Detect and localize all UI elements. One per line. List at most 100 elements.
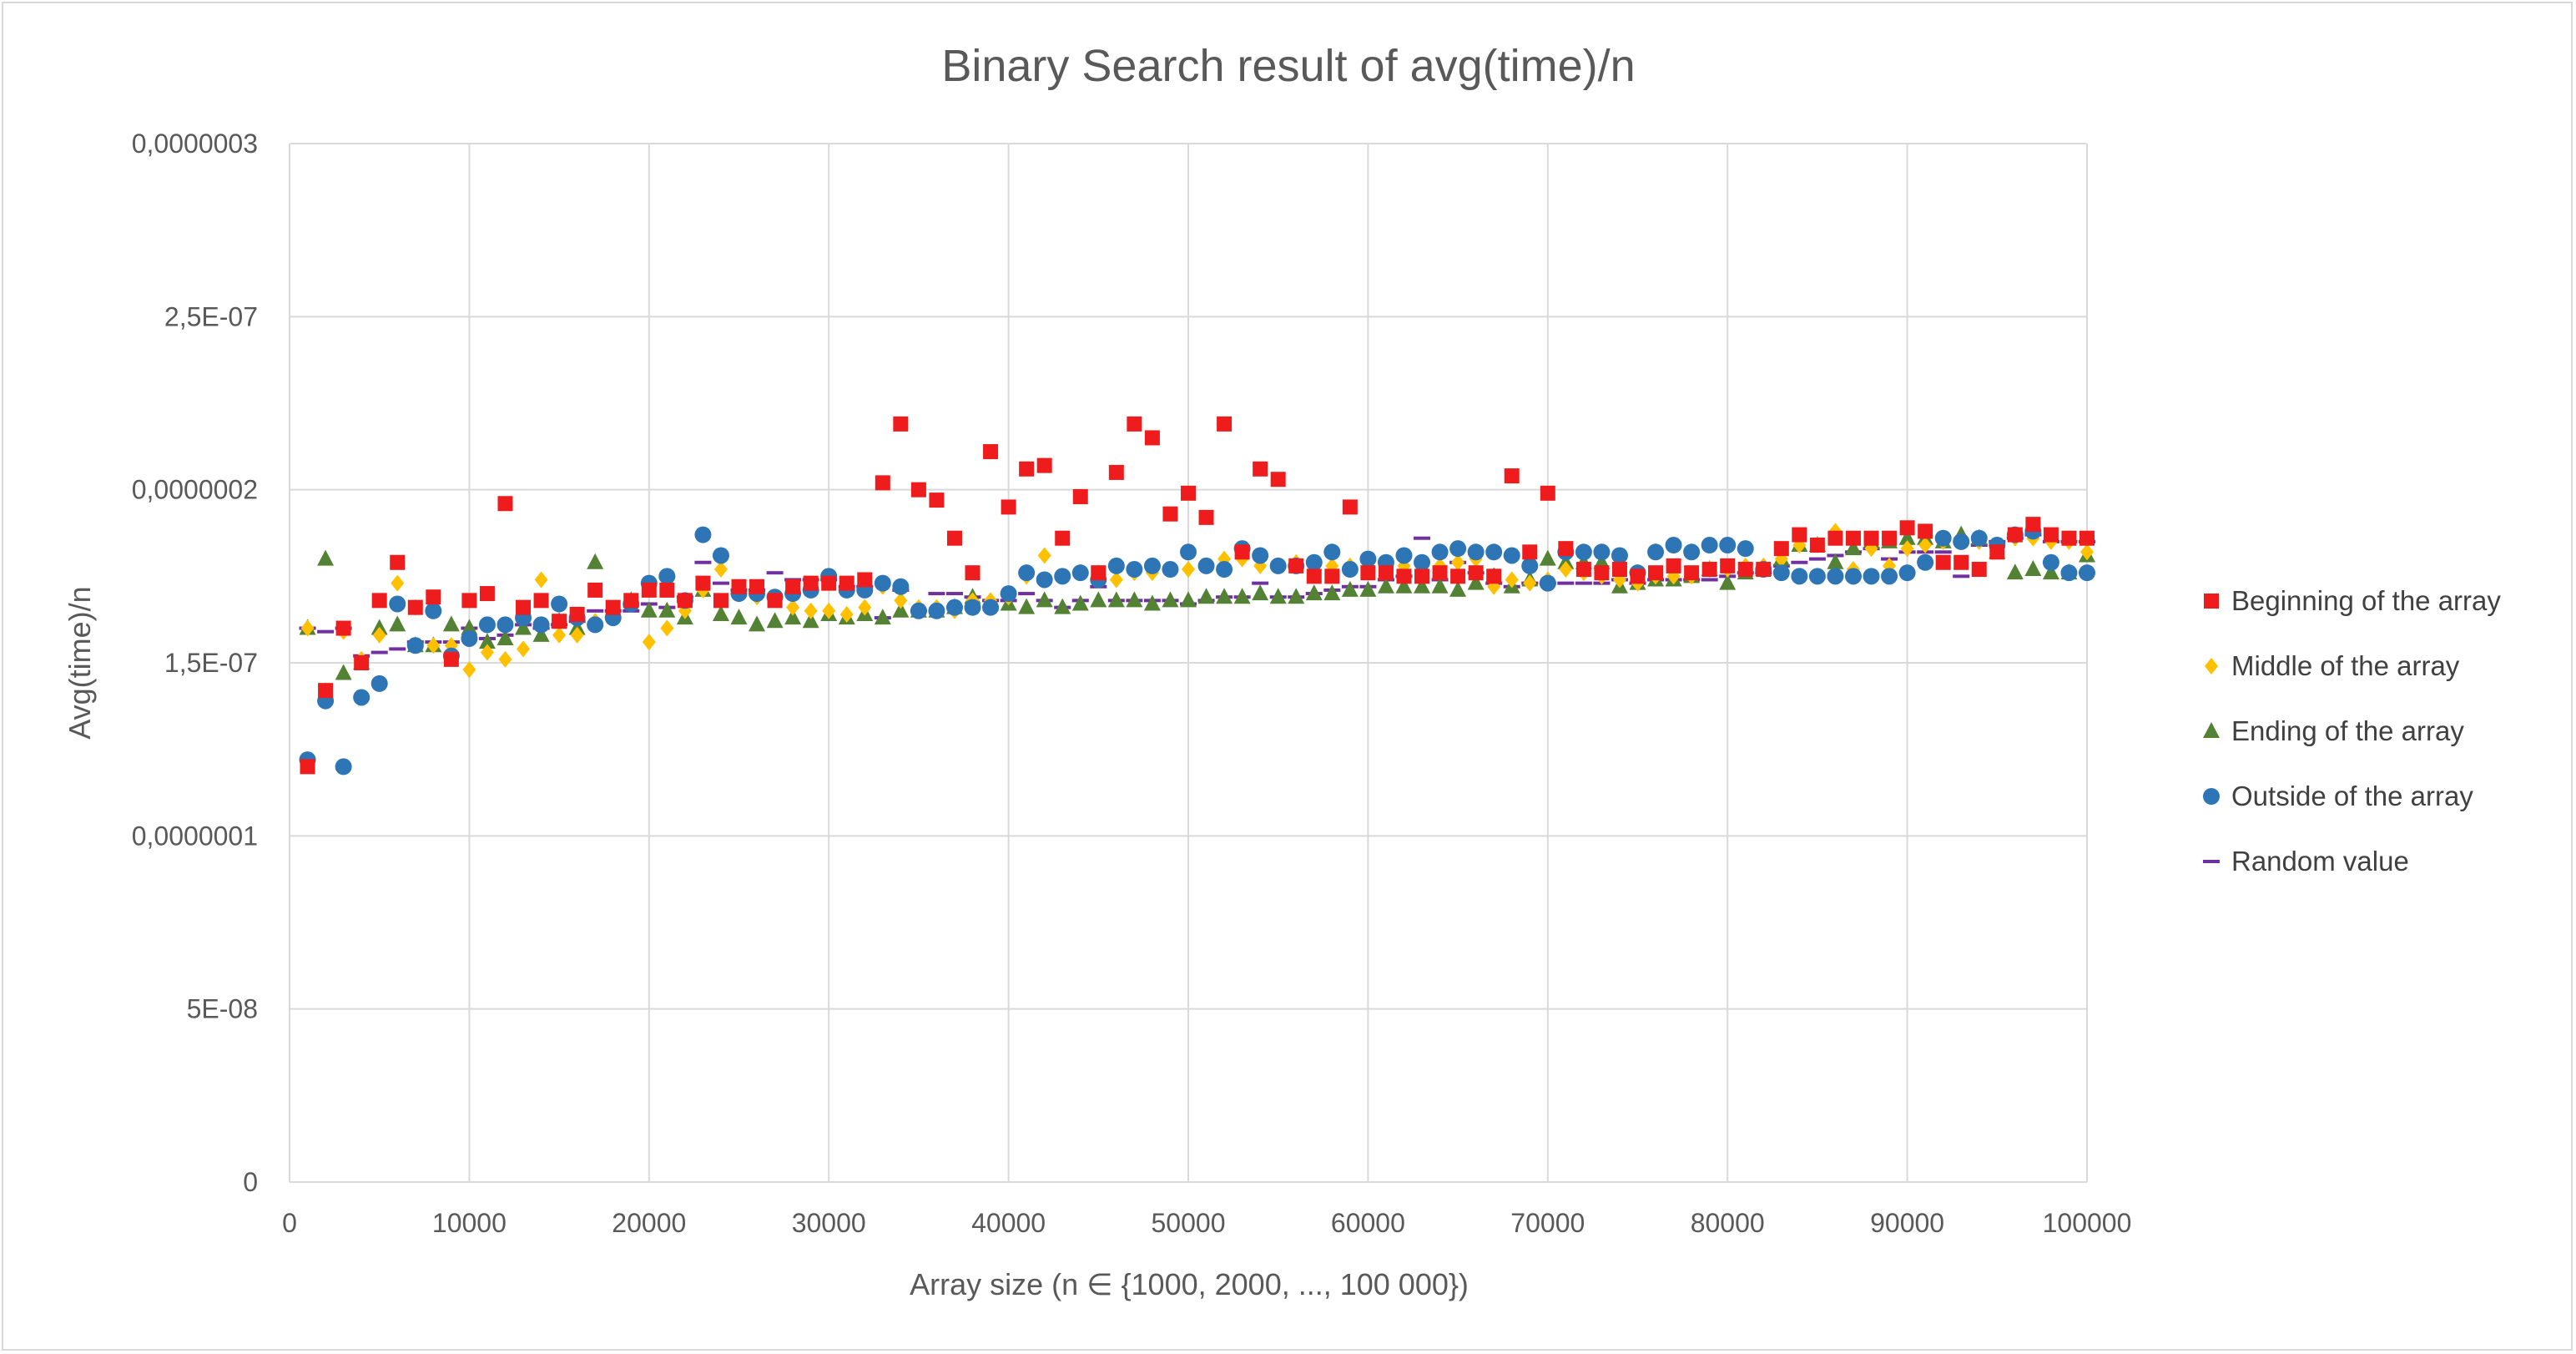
- data-point: [2007, 527, 2023, 543]
- data-point: [533, 593, 549, 609]
- data-point: [928, 602, 945, 619]
- data-point: [1360, 565, 1376, 581]
- data-point: [335, 664, 352, 680]
- data-point: [731, 578, 747, 594]
- data-point: [694, 560, 712, 564]
- data-point: [1324, 568, 1340, 584]
- data-point: [1575, 543, 1592, 561]
- y-tick-label: 2,5E-07: [164, 301, 258, 331]
- data-point: [569, 606, 585, 622]
- data-point: [1648, 565, 1664, 581]
- data-point: [317, 629, 335, 634]
- data-point: [1719, 573, 1737, 590]
- data-point: [1323, 584, 1341, 601]
- data-point: [1539, 574, 1556, 592]
- data-point: [516, 599, 532, 615]
- data-point: [730, 609, 748, 625]
- data-point: [2006, 563, 2024, 580]
- data-point: [1037, 547, 1051, 564]
- data-point: [1468, 565, 1484, 581]
- data-point: [1127, 416, 1142, 432]
- data-point: [1791, 560, 1808, 564]
- data-point: [1181, 485, 1196, 501]
- data-point: [1377, 577, 1394, 594]
- data-point: [335, 758, 352, 776]
- data-point: [1917, 553, 1934, 571]
- data-point: [1467, 573, 1485, 590]
- data-point: [858, 599, 872, 616]
- data-point: [1234, 544, 1250, 560]
- data-point: [983, 444, 999, 460]
- data-point: [822, 602, 836, 619]
- x-tick-label: 10000: [432, 1208, 507, 1238]
- data-point: [1720, 558, 1736, 573]
- chart-title: Binary Search result of avg(time)/n: [941, 41, 1635, 91]
- data-point: [713, 561, 728, 578]
- data-point: [1216, 561, 1233, 578]
- gridlines: [289, 143, 2088, 1183]
- x-tick-label: 70000: [1510, 1208, 1585, 1238]
- data-point: [1539, 549, 1556, 566]
- data-point: [1683, 543, 1701, 561]
- data-point: [1341, 580, 1359, 597]
- data-point: [1899, 520, 1915, 536]
- data-point: [371, 650, 388, 654]
- data-point: [677, 593, 693, 609]
- data-point: [443, 651, 459, 667]
- data-point: [1970, 529, 1988, 547]
- data-point: [785, 578, 801, 594]
- data-point: [587, 609, 604, 613]
- legend-item-middle-of-the-array: Middle of the array: [2205, 650, 2460, 681]
- x-tick-label: 80000: [1691, 1208, 1765, 1238]
- data-point: [1071, 564, 1089, 582]
- legend-marker: [2205, 658, 2218, 674]
- data-point: [1252, 584, 1269, 601]
- series-beginning-of-the-array: [300, 416, 2095, 775]
- data-point: [1431, 543, 1449, 561]
- data-point: [1594, 565, 1610, 581]
- data-point: [479, 586, 495, 602]
- legend-marker: [2203, 722, 2220, 738]
- data-point: [1001, 499, 1016, 515]
- data-point: [910, 482, 926, 498]
- data-point: [982, 599, 1000, 616]
- data-point: [1233, 588, 1251, 604]
- data-point: [1414, 553, 1431, 571]
- data-point: [1216, 588, 1233, 604]
- data-point: [874, 574, 891, 592]
- data-point: [426, 637, 441, 654]
- data-point: [1863, 530, 1879, 546]
- legend-label: Outside of the array: [2231, 781, 2473, 811]
- data-point: [1414, 536, 1431, 540]
- data-point: [1197, 588, 1215, 604]
- data-point: [1863, 568, 1880, 585]
- data-point: [552, 614, 567, 629]
- data-point: [1305, 584, 1323, 601]
- legend-item-random-value: Random value: [2203, 846, 2409, 877]
- y-tick-label: 1,5E-07: [164, 648, 258, 678]
- y-tick-label: 0,0000002: [132, 475, 258, 505]
- data-point: [587, 582, 603, 598]
- data-point: [1898, 528, 1916, 545]
- data-point: [767, 593, 783, 609]
- legend-marker: [2203, 788, 2220, 805]
- data-point: [497, 616, 514, 634]
- y-tick-label: 0: [243, 1167, 258, 1197]
- data-point: [300, 759, 315, 775]
- data-point: [1737, 540, 1754, 558]
- data-point: [318, 683, 334, 699]
- data-point: [893, 416, 909, 432]
- data-point: [1449, 580, 1467, 597]
- data-point: [1359, 550, 1377, 568]
- data-point: [712, 547, 729, 564]
- data-point: [1162, 591, 1179, 608]
- x-tick-label: 60000: [1331, 1208, 1405, 1238]
- data-point: [804, 602, 818, 619]
- data-point: [1503, 547, 1520, 564]
- data-point: [389, 595, 406, 613]
- data-point: [1845, 530, 1861, 546]
- data-series: [299, 416, 2095, 776]
- data-point: [317, 549, 335, 566]
- data-point: [749, 578, 765, 594]
